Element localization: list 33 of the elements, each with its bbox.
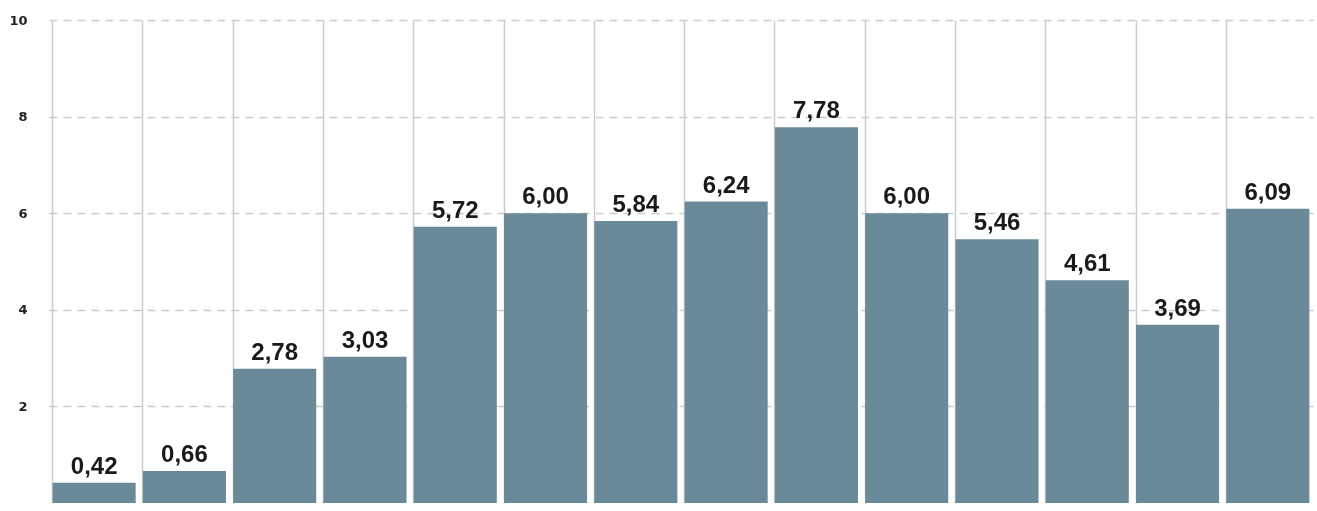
data-label: 6,24	[702, 170, 751, 198]
bar	[504, 213, 588, 503]
bar	[1226, 208, 1310, 503]
bar	[774, 127, 858, 503]
bar	[594, 220, 678, 503]
bar	[1136, 324, 1220, 503]
bar	[52, 482, 136, 503]
data-label: 6,00	[522, 182, 569, 210]
y-tick-label: 6	[18, 205, 28, 221]
bar	[684, 201, 768, 503]
bar	[955, 239, 1039, 503]
bar	[865, 213, 949, 503]
data-label: 2,78	[251, 337, 299, 365]
data-label: 0,42	[70, 451, 118, 479]
data-label: 3,03	[341, 325, 389, 353]
data-label: 5,84	[612, 189, 660, 217]
y-tick-label: 2	[18, 398, 28, 414]
data-label: 4,61	[1063, 249, 1111, 277]
data-label: 0,66	[161, 440, 208, 468]
bar	[323, 356, 407, 503]
data-label: 7,78	[793, 96, 840, 124]
bar	[1045, 280, 1129, 503]
y-tick-label: 4	[18, 302, 28, 318]
data-label: 6,00	[883, 182, 931, 210]
data-label: 3,69	[1154, 293, 1201, 321]
y-tick-label: 8	[18, 109, 28, 125]
bar	[233, 368, 317, 503]
y-tick-label: 10	[9, 12, 28, 28]
bar	[413, 226, 497, 503]
data-label: 6,09	[1244, 177, 1292, 205]
data-label: 5,46	[973, 208, 1021, 236]
bar	[142, 471, 226, 503]
data-label: 5,72	[431, 195, 479, 223]
